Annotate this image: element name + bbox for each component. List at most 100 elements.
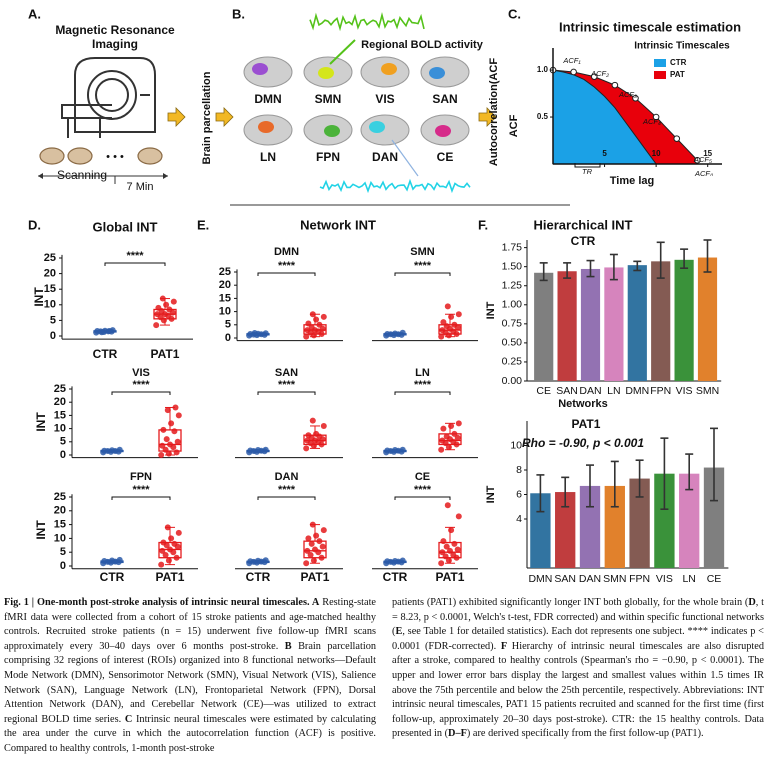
x-tick-label: CE <box>707 573 722 585</box>
brain <box>243 56 293 88</box>
x-label: Time lag <box>610 175 654 187</box>
acf-annotation: ACF₁ <box>562 56 581 65</box>
x-tick-label: VIS <box>656 573 673 585</box>
subject-dot <box>303 445 310 452</box>
subject-dot <box>262 446 269 453</box>
e-title: Network INT <box>300 217 376 232</box>
subject-dot <box>304 547 311 554</box>
signal-arrow <box>329 39 356 65</box>
subject-dot <box>318 554 325 561</box>
caption-text: Hierarchy of intrinsic neural timescales… <box>392 640 764 740</box>
subject-dot <box>172 404 179 411</box>
caption-text: Fig. 1 | One-month post-stroke analysis … <box>4 597 320 608</box>
significance: **** <box>278 260 296 272</box>
x-tick-label: PAT1 <box>151 347 180 361</box>
y-tick-label: 10 <box>219 306 231 318</box>
y-tick-label: 5 <box>60 546 66 558</box>
subject-dot <box>168 420 175 427</box>
y-tick-label: 1.50 <box>502 260 523 272</box>
significance: **** <box>414 484 432 496</box>
subject-dot <box>158 561 165 568</box>
x-tick-label: 5 <box>602 149 607 158</box>
network-label: DAN <box>372 150 398 164</box>
acf-point <box>694 156 701 164</box>
x-label: Networks <box>558 398 608 410</box>
subject-dot <box>303 333 310 340</box>
scanning: Scanning <box>57 168 107 182</box>
subject-dot <box>320 422 327 429</box>
caption-text: E <box>395 626 403 638</box>
y-tick-label: 0.00 <box>502 375 523 387</box>
acf-area <box>552 69 658 165</box>
box-title: CE <box>415 471 430 483</box>
subject-dot <box>167 441 173 448</box>
y-label: INT <box>32 287 46 307</box>
y-tick-label: 0.25 <box>502 356 523 368</box>
caption-text: B <box>284 640 292 652</box>
acf-point <box>652 113 660 121</box>
y-tick-label: 20 <box>219 279 231 291</box>
bar <box>629 478 650 568</box>
sig-bracket <box>104 262 166 266</box>
x-tick-label: 15 <box>703 149 712 158</box>
subject-dot <box>158 452 165 458</box>
subject-dot <box>454 546 461 553</box>
y-tick-label: 15 <box>54 519 66 531</box>
subject-dot <box>262 330 269 337</box>
subject-dot <box>308 324 315 331</box>
subject-dot <box>307 551 314 558</box>
y-tick-label: 6 <box>516 488 522 500</box>
tr-bracket <box>574 163 601 168</box>
subject-dot <box>163 301 170 308</box>
bar <box>654 473 675 568</box>
subject-dot <box>445 444 452 451</box>
caption-text: Resting-state fMRI data were collected f… <box>4 597 377 652</box>
y-tick-label: 20 <box>54 396 66 408</box>
subject-dot <box>443 323 450 330</box>
caption-text: , see Table 1 for detailed statistics). … <box>392 626 764 652</box>
subject-dot <box>313 532 320 539</box>
acf-point <box>673 135 681 142</box>
x-tick-label: PAT1 <box>436 570 465 584</box>
significance: **** <box>132 484 150 496</box>
f-subtitle: PAT1 <box>572 417 601 431</box>
subject-dot <box>439 437 446 444</box>
subject-dot <box>303 560 310 567</box>
y-tick-label: 0 <box>60 449 66 461</box>
subject-dot <box>171 428 178 435</box>
bar <box>580 268 601 381</box>
x-tick-label: CE <box>536 385 551 397</box>
parcellation: Brain parcellation <box>201 71 213 164</box>
subject-dot <box>448 422 455 429</box>
subject-dot <box>450 551 457 558</box>
panel-label: B. <box>232 6 245 21</box>
x-tick-label: SAN <box>556 385 578 397</box>
network-label: SAN <box>432 92 457 106</box>
y-tick-label: 10 <box>510 439 522 451</box>
subject-dot <box>175 412 182 419</box>
acf-point <box>570 68 577 76</box>
subject-dot <box>101 447 108 454</box>
x-tick-label: SMN <box>696 385 719 397</box>
caption: Fig. 1 | One-month post-stroke analysis … <box>0 596 773 767</box>
subject-dot <box>384 331 391 338</box>
y-tick-label: 10 <box>54 423 66 435</box>
subject-dot <box>160 539 167 546</box>
bold-label: Regional BOLD activity <box>361 39 484 51</box>
flow-arrows <box>167 107 497 127</box>
x-tick-label: SAN <box>554 573 576 585</box>
brain <box>420 56 470 88</box>
legend-title: Intrinsic Timescales <box>634 41 730 52</box>
caption-text: Brain parcellation comprising 32 regions… <box>4 640 377 725</box>
y-tick-label: 25 <box>54 383 66 395</box>
subject-dot <box>312 546 318 553</box>
subject-dot <box>438 446 445 453</box>
network-label: VIS <box>375 92 394 106</box>
x-tick-label: FPN <box>629 573 650 585</box>
y-label: INT <box>34 520 48 540</box>
y-tick-label: 25 <box>54 491 66 503</box>
legend-swatch <box>654 71 666 79</box>
sig-bracket <box>394 391 451 395</box>
subject-dot <box>304 437 311 444</box>
x-tick-label: VIS <box>676 385 693 397</box>
